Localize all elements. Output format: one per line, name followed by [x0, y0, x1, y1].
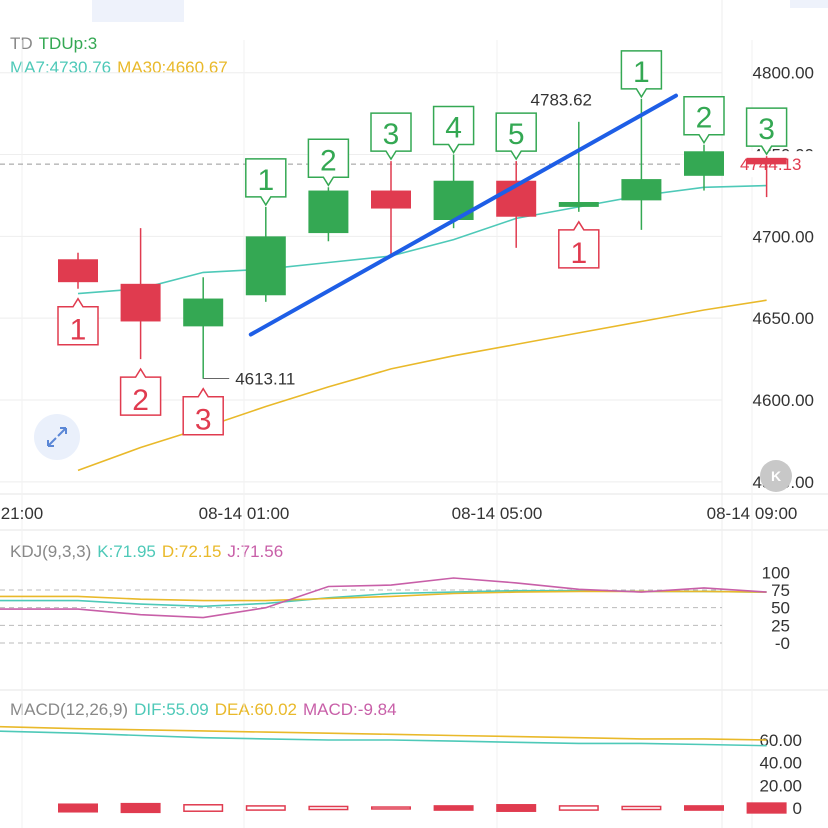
macd-label: MACD(12,26,9): [10, 700, 129, 719]
x-tick-label: 08-14 01:00: [199, 504, 290, 523]
candle-body: [684, 151, 724, 176]
td-down-count: 3: [195, 404, 212, 437]
td-label: TD: [10, 34, 33, 53]
td-up-marker: [495, 112, 537, 161]
td-up-count: 3: [383, 118, 400, 151]
macd-histogram-bar: [684, 805, 724, 811]
k-button[interactable]: K: [760, 460, 792, 492]
td-down-marker: [558, 220, 600, 269]
macd-y-tick-label: 40.00: [759, 754, 802, 773]
main-y-tick-label: 4700.00: [753, 227, 814, 246]
candle-body: [245, 236, 286, 296]
macd-y-tick-label: 0: [793, 799, 802, 818]
kdj-legend: KDJ(9,3,3) K:71.95 D:72.15 J:71.56: [10, 542, 289, 562]
macd-dea-legend: DEA:60.02: [214, 700, 297, 719]
td-down-count: 2: [132, 384, 149, 417]
x-tick-label: 08-14 09:00: [707, 504, 798, 523]
main-y-tick-label: 4650.00: [753, 309, 814, 328]
td-up-count: 1: [633, 56, 650, 89]
macd-histogram-bar: [120, 802, 161, 814]
top-tab[interactable]: [790, 0, 828, 8]
td-up-count: 5: [508, 118, 525, 151]
macd-histogram-bar: [433, 805, 474, 811]
td-up-marker: [432, 105, 475, 154]
macd-histogram-bar: [183, 804, 224, 812]
macd-dif-legend: DIF:55.09: [134, 700, 209, 719]
kdj-j-legend: J:71.56: [227, 542, 284, 561]
candle-body: [58, 259, 98, 283]
macd-histogram-bar: [58, 803, 98, 813]
td-up-marker: [370, 112, 412, 161]
ma30-line: [77, 299, 767, 472]
macd-legend: MACD(12,26,9) DIF:55.09 DEA:60.02 MACD:-9.8…: [10, 700, 403, 720]
candle-body: [120, 283, 161, 322]
td-up-count: 2: [320, 144, 337, 177]
kdj-y-tick-label: 25: [771, 616, 790, 635]
expand-button[interactable]: [34, 414, 80, 460]
td-up-count: 3: [758, 113, 775, 146]
td-up-count: 4: [445, 112, 462, 145]
macd-histogram-bar: [558, 805, 599, 811]
td-up-marker: [620, 50, 663, 99]
macd-val-legend: MACD:-9.84: [303, 700, 397, 719]
td-up-count: 1: [257, 164, 274, 197]
high-annotation: 4783.62: [531, 91, 592, 110]
td-down-marker: [57, 297, 99, 346]
candle-body: [371, 190, 411, 209]
kdj-y-tick-label: 75: [771, 581, 790, 600]
low-annotation: 4613.11: [235, 370, 295, 389]
macd-histogram-bar: [746, 802, 787, 814]
td-up-marker: [745, 107, 788, 156]
candle-body: [308, 190, 349, 234]
trendline: [248, 93, 678, 337]
kdj-j-line: [0, 577, 767, 619]
kdj-y-tick-label: 50: [771, 599, 790, 618]
td-legend: TD TDUp:3: [10, 34, 103, 54]
td-down-count: 1: [70, 314, 87, 347]
macd-y-tick-label: 60.00: [759, 731, 802, 750]
kdj-d-line: [0, 590, 767, 602]
td-down-count: 1: [570, 237, 587, 270]
candle-body: [746, 157, 787, 165]
kdj-d-legend: D:72.15: [161, 542, 222, 561]
candle-body: [621, 179, 662, 201]
td-up-marker: [307, 138, 350, 187]
candle-body: [558, 202, 599, 207]
macd-dea-line: [0, 725, 767, 741]
kdj-y-tick-label: 100: [762, 563, 790, 582]
macd-y-tick-label: 20.00: [759, 776, 802, 795]
td-up-marker: [245, 158, 287, 207]
expand-icon: [47, 427, 67, 447]
macd-histogram-bar: [308, 805, 349, 811]
macd-histogram-bar: [621, 805, 662, 811]
candle-body: [183, 298, 224, 327]
kdj-y-tick-label: -0: [775, 634, 790, 653]
kdj-label: KDJ(9,3,3): [10, 542, 92, 561]
macd-histogram-bar: [245, 805, 286, 811]
macd-histogram-bar: [496, 804, 537, 812]
top-tab[interactable]: [92, 0, 184, 22]
main-y-tick-label: 4600.00: [753, 391, 814, 410]
kdj-k-legend: K:71.95: [97, 542, 156, 561]
td-value: TDUp:3: [38, 34, 98, 53]
x-tick-label: 21:00: [1, 504, 44, 523]
macd-dif-line: [0, 730, 767, 747]
main-y-tick-label: 4800.00: [753, 64, 814, 83]
x-tick-label: 08-14 05:00: [452, 504, 543, 523]
td-up-count: 2: [696, 102, 713, 135]
td-down-marker: [119, 367, 162, 416]
td-down-marker: [182, 387, 224, 436]
td-up-marker: [683, 95, 725, 145]
macd-histogram-bar: [371, 806, 411, 810]
